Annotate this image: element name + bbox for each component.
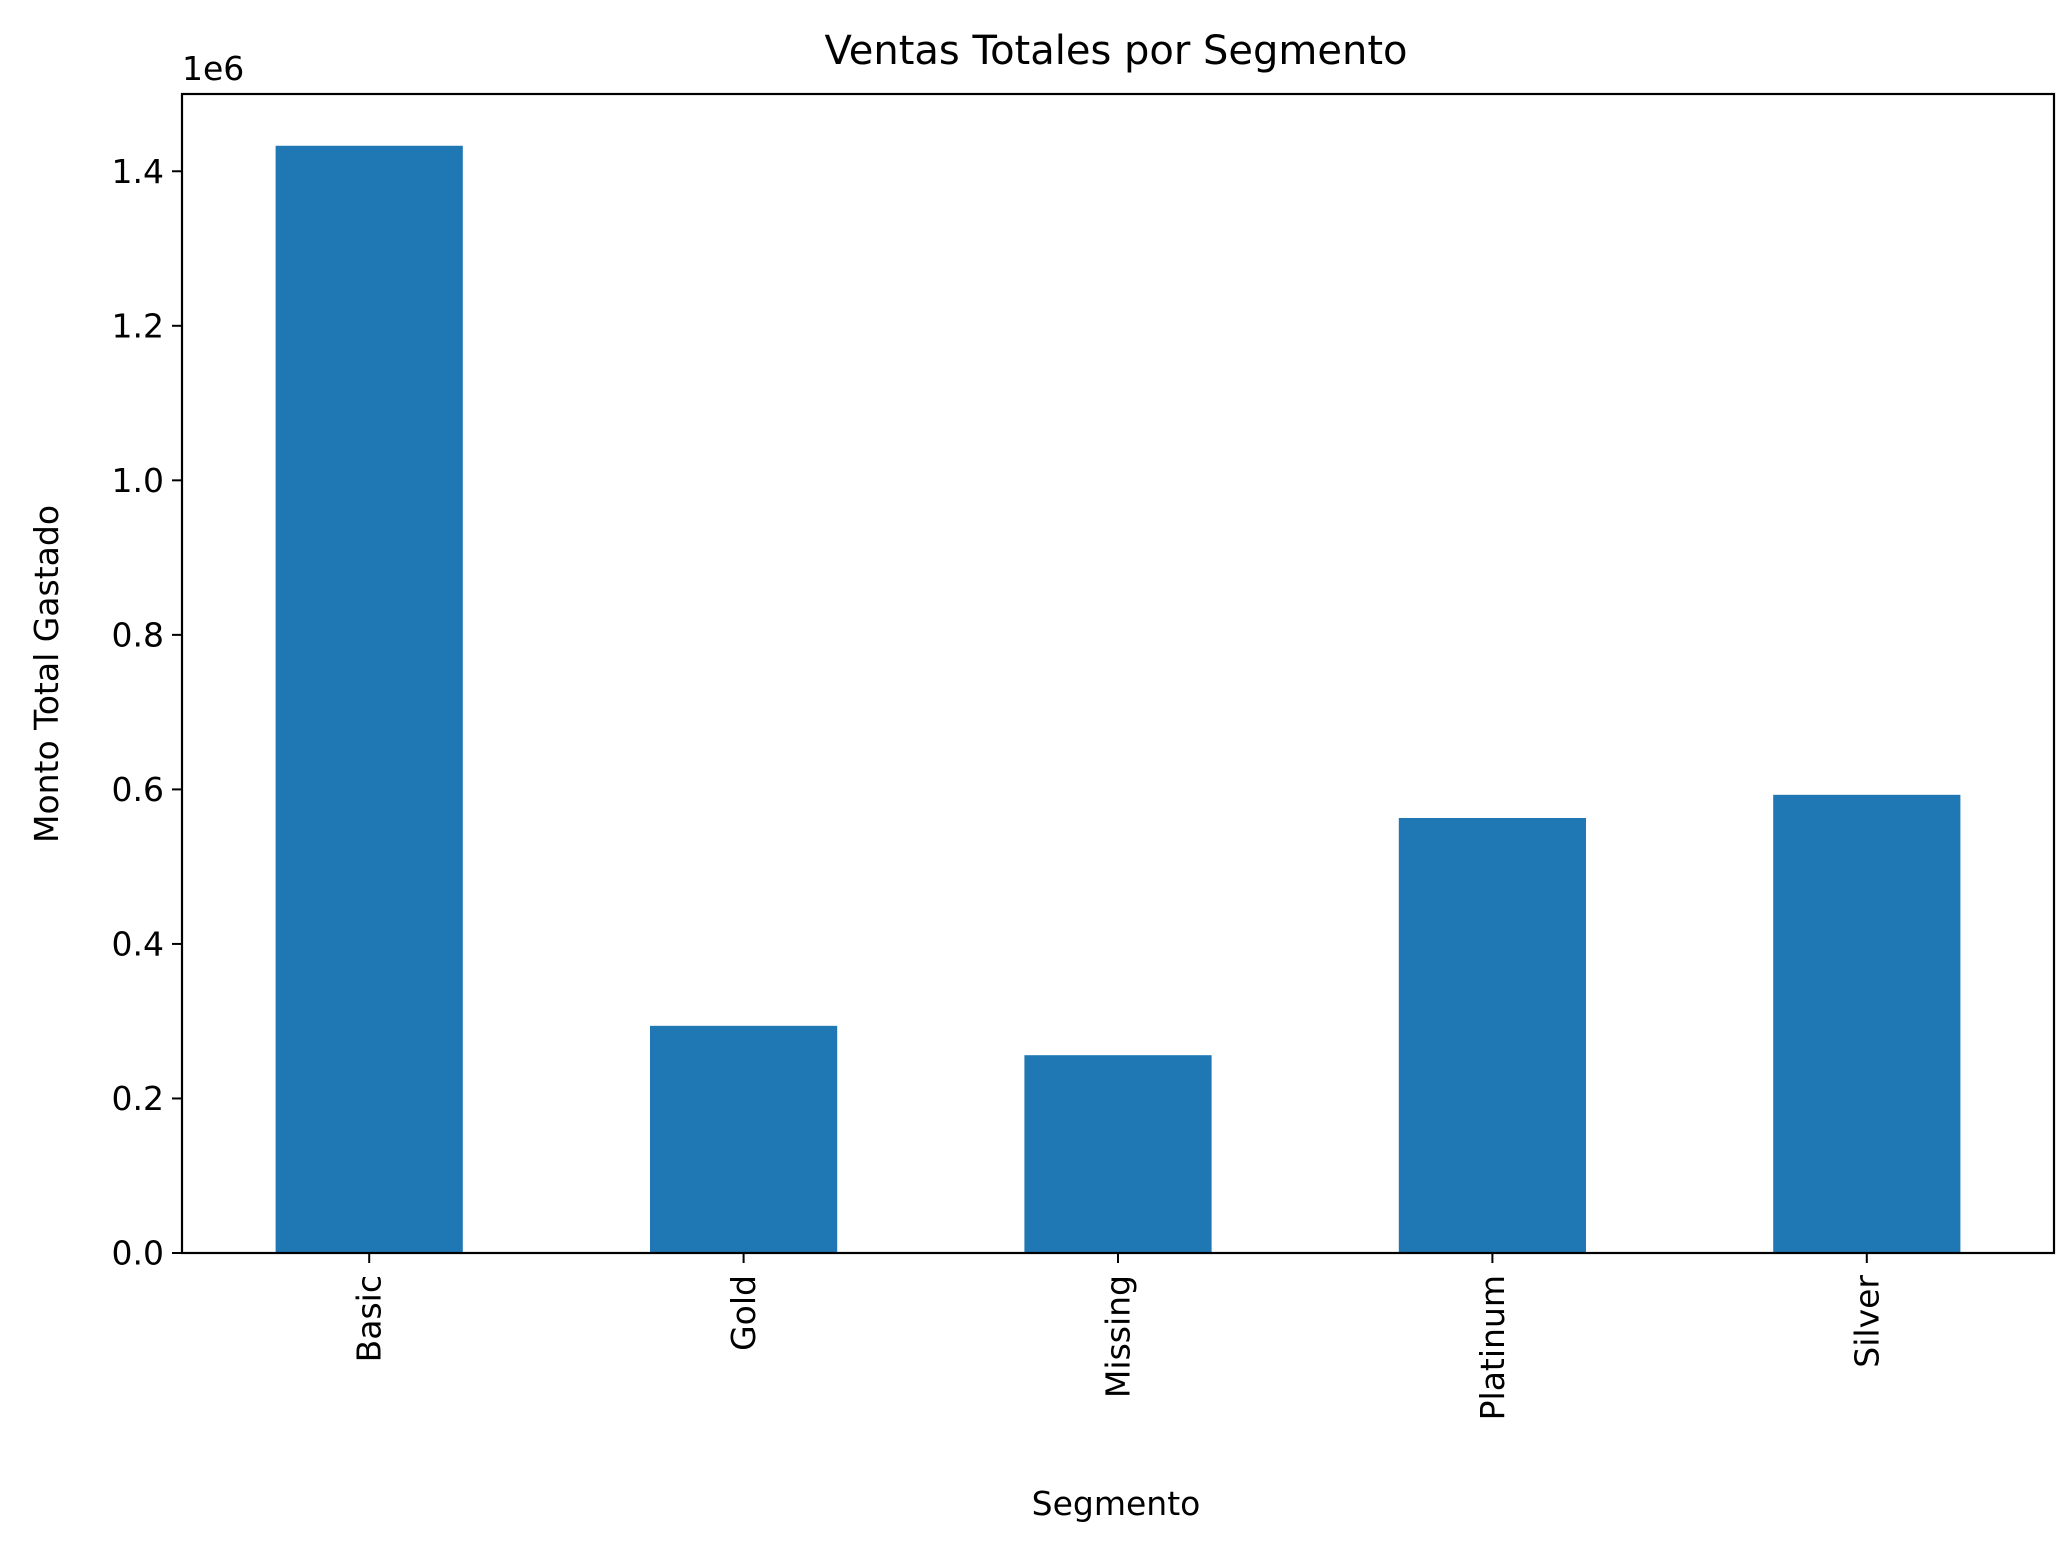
bars-layer (275, 145, 1961, 1253)
x-tick-label: Missing (1099, 1275, 1138, 1398)
y-tick-label: 0.8 (112, 615, 164, 654)
x-tick-label: Silver (1847, 1275, 1886, 1368)
bar-gold (650, 1025, 838, 1253)
x-tick-label: Platinum (1473, 1275, 1512, 1420)
bar-silver (1773, 794, 1961, 1253)
y-tick-label: 1.0 (112, 461, 164, 500)
bar-platinum (1398, 817, 1586, 1253)
y-tick-label: 0.6 (112, 770, 164, 809)
y-tick-label: 0.4 (112, 924, 164, 963)
bar-basic (275, 145, 463, 1253)
x-axis-label: Segmento (1032, 1484, 1201, 1523)
y-tick-label: 0.2 (112, 1079, 164, 1118)
y-tick-label: 1.2 (112, 306, 164, 345)
y-axis-label: Monto Total Gastado (27, 505, 66, 843)
plot-area-frame (180, 92, 2056, 1255)
x-tick-label: Basic (350, 1275, 389, 1362)
y-axis-ticks: 0.0 0.2 0.4 0.6 0.8 1.0 1.2 1.4 (112, 152, 182, 1273)
bar-missing (1024, 1055, 1212, 1253)
x-tick-label: Gold (724, 1275, 763, 1351)
chart-title: Ventas Totales por Segmento (824, 28, 1407, 74)
y-tick-label: 0.0 (112, 1234, 164, 1273)
y-axis-offset-label: 1e6 (182, 49, 244, 88)
y-tick-label: 1.4 (112, 152, 164, 191)
x-axis-ticks: Basic Gold Missing Platinum Silver (350, 1253, 1886, 1420)
